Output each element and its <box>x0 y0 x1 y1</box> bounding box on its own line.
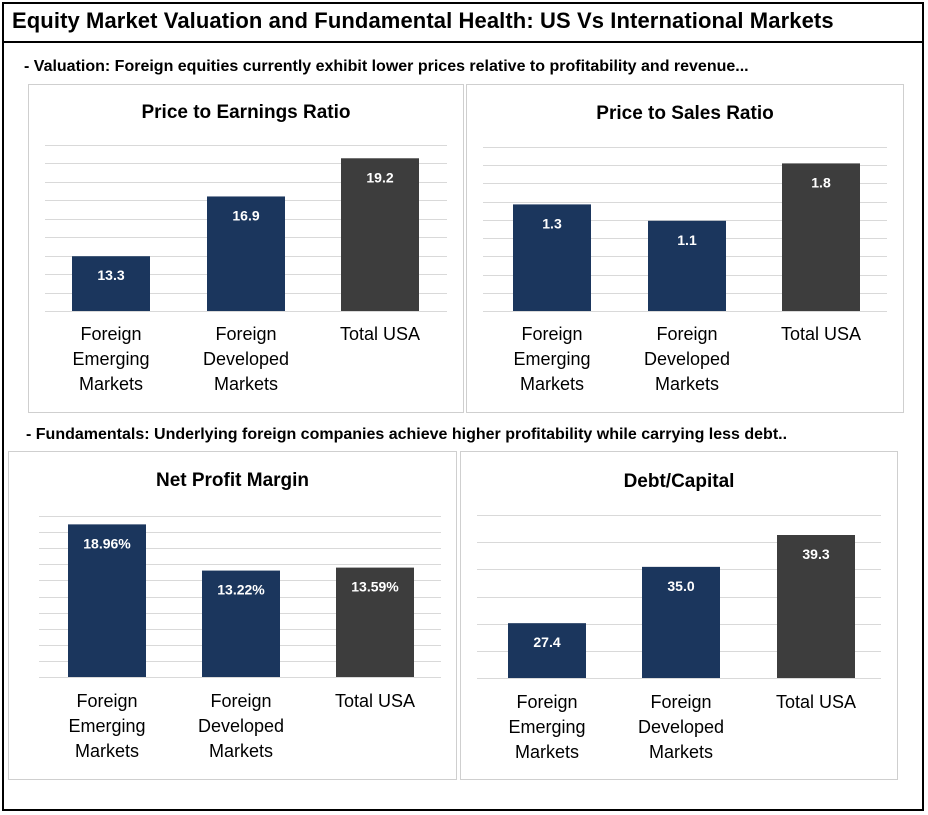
category-label: Emerging <box>72 349 149 369</box>
category-label: Total USA <box>340 324 420 344</box>
category-label: Markets <box>214 374 278 394</box>
data-label: 19.2 <box>366 169 393 185</box>
data-label: 13.59% <box>351 579 399 595</box>
valuation-caption: - Valuation: Foreign equities currently … <box>24 58 749 75</box>
category-label: Foreign <box>215 324 276 344</box>
bar-foreign-emerging-markets <box>72 256 150 311</box>
category-label: Markets <box>520 374 584 394</box>
data-label: 39.3 <box>802 546 829 562</box>
bar-total-usa <box>336 567 414 677</box>
category-label: Markets <box>515 742 579 762</box>
bar-foreign-developed-markets <box>642 566 720 678</box>
chart-plot: 13.3 Foreign Emerging Markets 16.9 Foreign Dev… <box>45 145 447 394</box>
bar-foreign-developed-markets <box>207 196 285 311</box>
debt-capital-chart: Debt/Capital 27.4 Foreign Emerging Markets 3… <box>460 451 898 780</box>
bar-foreign-developed-markets <box>202 570 280 677</box>
bar-total-usa <box>341 158 419 311</box>
chart-plot: 27.4 Foreign Emerging Markets 35.0 Foreign Dev… <box>477 515 881 762</box>
data-label: 13.3 <box>97 267 124 283</box>
category-label: Developed <box>198 716 284 736</box>
net-profit-margin-chart: Net Profit Margin 18.96% Foreign Emerging M… <box>8 451 457 780</box>
category-label: Foreign <box>521 324 582 344</box>
data-label: 13.22% <box>217 582 265 598</box>
category-label: Markets <box>209 741 273 761</box>
chart-title: Net Profit Margin <box>155 470 310 491</box>
fundamentals-caption: - Fundamentals: Underlying foreign compa… <box>26 426 788 443</box>
title-divider <box>2 41 924 43</box>
category-label: Markets <box>649 742 713 762</box>
category-label: Emerging <box>508 717 585 737</box>
data-label: 1.8 <box>811 174 831 190</box>
bar-foreign-developed-markets <box>648 220 726 311</box>
chart-plot: 1.3 Foreign Emerging Markets 1.1 Foreign Devel… <box>483 147 887 394</box>
category-label: Total USA <box>335 691 415 711</box>
bar-total-usa <box>777 535 855 678</box>
data-label: 1.1 <box>677 232 697 248</box>
category-label: Foreign <box>76 691 137 711</box>
chart-plot: 18.96% Foreign Emerging Markets 13.22% Foreig… <box>39 516 441 761</box>
data-label: 1.3 <box>542 215 562 231</box>
chart-title: Debt/Capital <box>623 471 735 492</box>
chart-title: Price to Sales Ratio <box>596 103 774 124</box>
data-label: 16.9 <box>232 207 259 223</box>
data-label: 35.0 <box>667 578 694 594</box>
pe-ratio-chart: Price to Earnings Ratio 13.3 Foreign Emerg… <box>28 84 464 413</box>
bar-foreign-emerging-markets <box>508 623 586 678</box>
category-label: Markets <box>75 741 139 761</box>
category-label: Foreign <box>650 692 711 712</box>
chart-title: Price to Earnings Ratio <box>141 102 351 123</box>
category-label: Developed <box>203 349 289 369</box>
category-label: Developed <box>644 349 730 369</box>
category-label: Emerging <box>68 716 145 736</box>
page-title: Equity Market Valuation and Fundamental … <box>12 8 834 33</box>
category-label: Total USA <box>781 324 861 344</box>
bar-foreign-emerging-markets <box>68 524 146 677</box>
category-label: Total USA <box>776 692 856 712</box>
data-label: 18.96% <box>83 535 131 551</box>
category-label: Emerging <box>513 349 590 369</box>
category-label: Markets <box>79 374 143 394</box>
category-label: Foreign <box>80 324 141 344</box>
bar-total-usa <box>782 163 860 311</box>
category-label: Foreign <box>656 324 717 344</box>
category-label: Markets <box>655 374 719 394</box>
category-label: Foreign <box>210 691 271 711</box>
ps-ratio-chart: Price to Sales Ratio 1.3 Foreign Emerging M… <box>466 84 904 413</box>
bar-foreign-emerging-markets <box>513 204 591 311</box>
category-label: Developed <box>638 717 724 737</box>
category-label: Foreign <box>516 692 577 712</box>
data-label: 27.4 <box>533 634 560 650</box>
